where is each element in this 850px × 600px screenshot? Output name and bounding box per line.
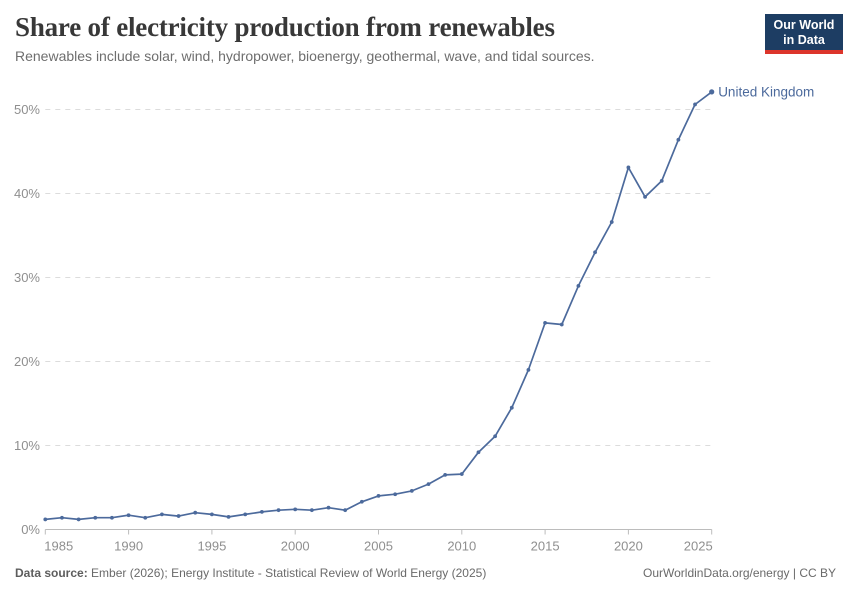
data-point-1986: [60, 515, 64, 520]
chart-subtitle: Renewables include solar, wind, hydropow…: [15, 48, 595, 64]
chart-header: Share of electricity production from ren…: [15, 12, 843, 65]
data-point-2012: [493, 434, 498, 439]
data-point-2005: [376, 494, 381, 498]
x-axis-label-2010: 2010: [447, 539, 476, 554]
x-axis-label-2005: 2005: [364, 539, 393, 554]
data-point-1996: [226, 515, 231, 519]
data-point-1997: [243, 512, 248, 517]
owid-logo-line1: Our World: [773, 17, 835, 32]
y-axis-label-0: 0%: [21, 522, 40, 537]
data-point-1993: [176, 514, 181, 518]
data-point-2014: [526, 368, 531, 372]
x-axis-label-1990: 1990: [114, 539, 143, 554]
y-axis-label-10: 10%: [14, 438, 40, 453]
data-source-text: Ember (2026); Energy Institute - Statist…: [87, 566, 487, 580]
data-point-2020: [626, 165, 631, 170]
entity-label-united-kingdom[interactable]: United Kingdom: [718, 84, 814, 99]
data-point-2021: [643, 194, 647, 199]
owid-logo: Our World in Data: [765, 14, 843, 54]
owid-logo-box: Our World in Data: [765, 14, 843, 50]
data-point-2016: [559, 322, 564, 327]
data-point-2023: [676, 137, 681, 142]
x-axis-label-1995: 1995: [197, 539, 226, 554]
data-point-1985: [43, 517, 48, 522]
x-axis-label-1985: 1985: [44, 539, 73, 554]
data-point-2004: [359, 499, 364, 504]
data-point-2002: [326, 505, 331, 510]
data-point-1989: [110, 515, 114, 520]
data-point-2022: [659, 179, 664, 183]
chart-footer: Data source: Ember (2026); Energy Instit…: [15, 566, 836, 586]
y-axis-label-20: 20%: [14, 354, 40, 369]
x-axis-label-2025: 2025: [684, 539, 713, 554]
data-point-2017: [576, 284, 581, 288]
data-point-2001: [309, 508, 314, 513]
data-point-2024: [693, 102, 697, 107]
data-point-1998: [259, 509, 264, 514]
data-point-2003: [343, 508, 348, 513]
series-line-united-kingdom: [44, 91, 713, 521]
data-point-2025: [709, 89, 715, 95]
data-point-2011: [476, 450, 481, 455]
data-point-1990: [126, 513, 131, 518]
data-point-1987: [76, 517, 81, 522]
data-point-1995: [210, 512, 214, 517]
owid-license-link[interactable]: OurWorldinData.org/energy | CC BY: [643, 566, 836, 580]
data-point-2015: [543, 320, 547, 325]
data-point-2008: [426, 482, 431, 487]
data-point-2000: [293, 507, 298, 512]
data-point-2010: [459, 472, 464, 476]
x-axis-label-2000: 2000: [281, 539, 310, 554]
data-point-1992: [160, 512, 164, 517]
y-axis-label-50: 50%: [14, 102, 40, 117]
x-axis-label-2015: 2015: [531, 539, 560, 554]
data-point-2013: [509, 405, 514, 410]
y-axis-label-40: 40%: [14, 186, 40, 201]
page-title: Share of electricity production from ren…: [15, 12, 555, 42]
data-point-2018: [593, 250, 597, 255]
data-source-note: Data source: Ember (2026); Energy Instit…: [15, 566, 486, 586]
owid-logo-line2: in Data: [783, 32, 825, 47]
data-point-2009: [443, 473, 448, 477]
data-point-2019: [609, 220, 614, 224]
data-point-1999: [276, 508, 281, 513]
data-point-1988: [93, 515, 98, 520]
data-point-1991: [143, 515, 148, 520]
x-axis-label-2020: 2020: [614, 539, 643, 554]
data-point-1994: [193, 510, 198, 515]
y-axis-label-30: 30%: [14, 270, 40, 285]
data-point-2006: [393, 492, 398, 497]
owid-logo-accent-bar: [765, 50, 843, 54]
data-source-label: Data source:: [15, 566, 88, 580]
data-point-2007: [409, 488, 414, 493]
